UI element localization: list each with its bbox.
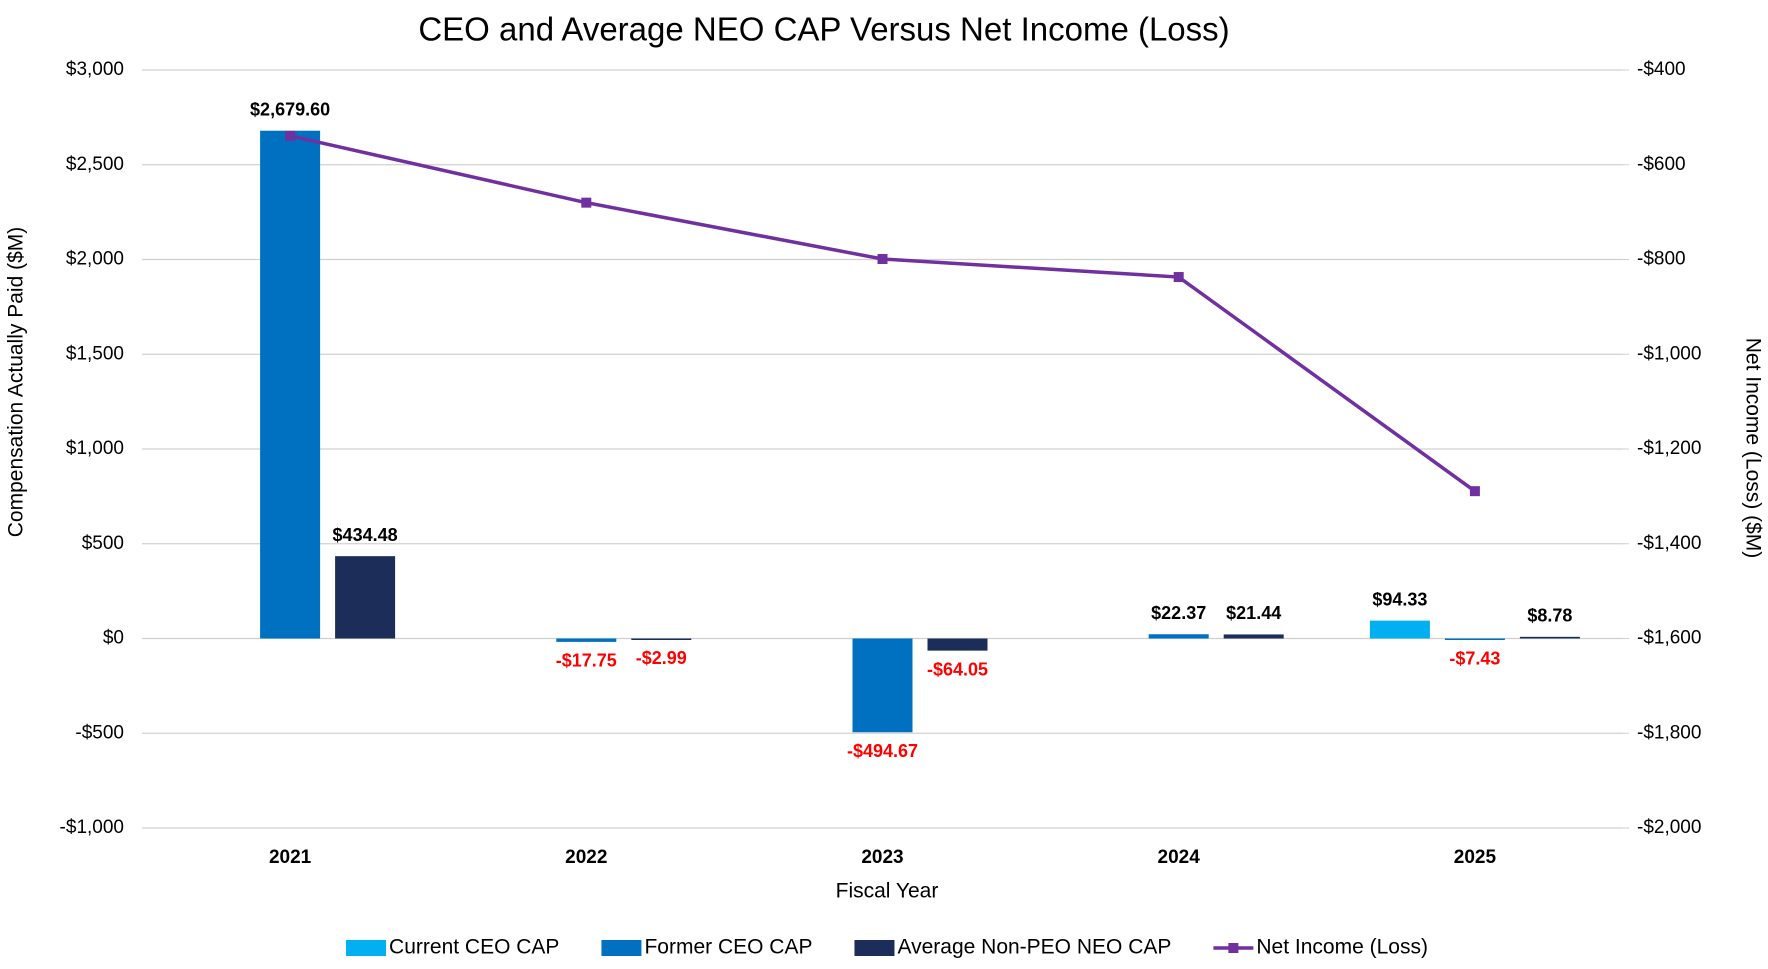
data-label: $8.78 — [1527, 606, 1572, 626]
legend-label: Average Non-PEO NEO CAP — [897, 936, 1171, 959]
data-label: -$17.75 — [556, 651, 617, 671]
y-tick-label: $1,000 — [66, 438, 124, 459]
legend-label: Current CEO CAP — [389, 936, 559, 959]
y2-tick-label: -$1,200 — [1637, 438, 1701, 459]
data-label: $434.48 — [333, 525, 398, 545]
legend-label: Net Income (Loss) — [1256, 936, 1428, 959]
y2-tick-label: -$800 — [1637, 249, 1686, 270]
bar — [852, 638, 913, 733]
legend-swatch — [854, 940, 895, 956]
y-tick-label: $500 — [82, 533, 124, 554]
legend-swatch — [1228, 943, 1239, 953]
chart-title: CEO and Average NEO CAP Versus Net Incom… — [418, 11, 1229, 48]
bar — [1519, 636, 1580, 639]
y2-tick-label: -$600 — [1637, 154, 1686, 175]
y-tick-label: -$500 — [75, 722, 124, 743]
y-axis-title: Compensation Actually Paid ($M) — [5, 227, 28, 537]
line-marker — [877, 254, 888, 265]
y-tick-label: $3,000 — [66, 59, 124, 80]
y-tick-label: $0 — [103, 628, 124, 649]
legend-label: Former CEO CAP — [644, 936, 812, 959]
line-marker — [285, 130, 296, 141]
legend-swatch — [601, 940, 642, 956]
line-marker — [1173, 272, 1184, 283]
bar — [631, 638, 692, 640]
x-tick-label: 2023 — [861, 847, 903, 868]
y-tick-label: -$1,000 — [60, 817, 124, 838]
x-tick-label: 2021 — [269, 847, 312, 868]
data-label: -$494.67 — [847, 741, 918, 761]
bar — [260, 130, 321, 639]
bar — [335, 556, 396, 639]
bar — [1444, 638, 1505, 640]
x-axis-title: Fiscal Year — [836, 880, 939, 903]
bar — [556, 638, 617, 642]
x-tick-label: 2025 — [1454, 847, 1497, 868]
y2-tick-label: -$2,000 — [1637, 817, 1701, 838]
y2-axis-title: Net Income (Loss) ($M) — [1741, 338, 1764, 559]
bar — [927, 638, 988, 651]
bar — [1369, 620, 1430, 639]
line-marker — [1469, 486, 1480, 497]
data-label: -$64.05 — [927, 659, 988, 679]
legend-swatch — [346, 940, 387, 956]
line — [289, 134, 1476, 493]
y-tick-label: $2,500 — [66, 154, 124, 175]
bar — [1223, 634, 1284, 639]
data-label: -$2.99 — [636, 648, 687, 668]
data-label: -$7.43 — [1449, 649, 1500, 669]
y-tick-label: $1,500 — [66, 343, 124, 364]
data-label: $94.33 — [1372, 589, 1427, 609]
y2-tick-label: -$1,400 — [1637, 533, 1701, 554]
data-label: $22.37 — [1151, 603, 1206, 623]
data-label: $21.44 — [1226, 603, 1281, 623]
y2-tick-label: -$1,000 — [1637, 343, 1701, 364]
y2-tick-label: -$1,600 — [1637, 628, 1701, 649]
data-label: $2,679.60 — [250, 99, 330, 119]
y-tick-label: $2,000 — [66, 249, 124, 270]
line-marker — [581, 197, 592, 208]
x-tick-label: 2024 — [1158, 847, 1201, 868]
y2-tick-label: -$1,800 — [1637, 722, 1701, 743]
x-tick-label: 2022 — [565, 847, 607, 868]
y2-tick-label: -$400 — [1637, 59, 1686, 80]
bar — [1148, 634, 1209, 639]
